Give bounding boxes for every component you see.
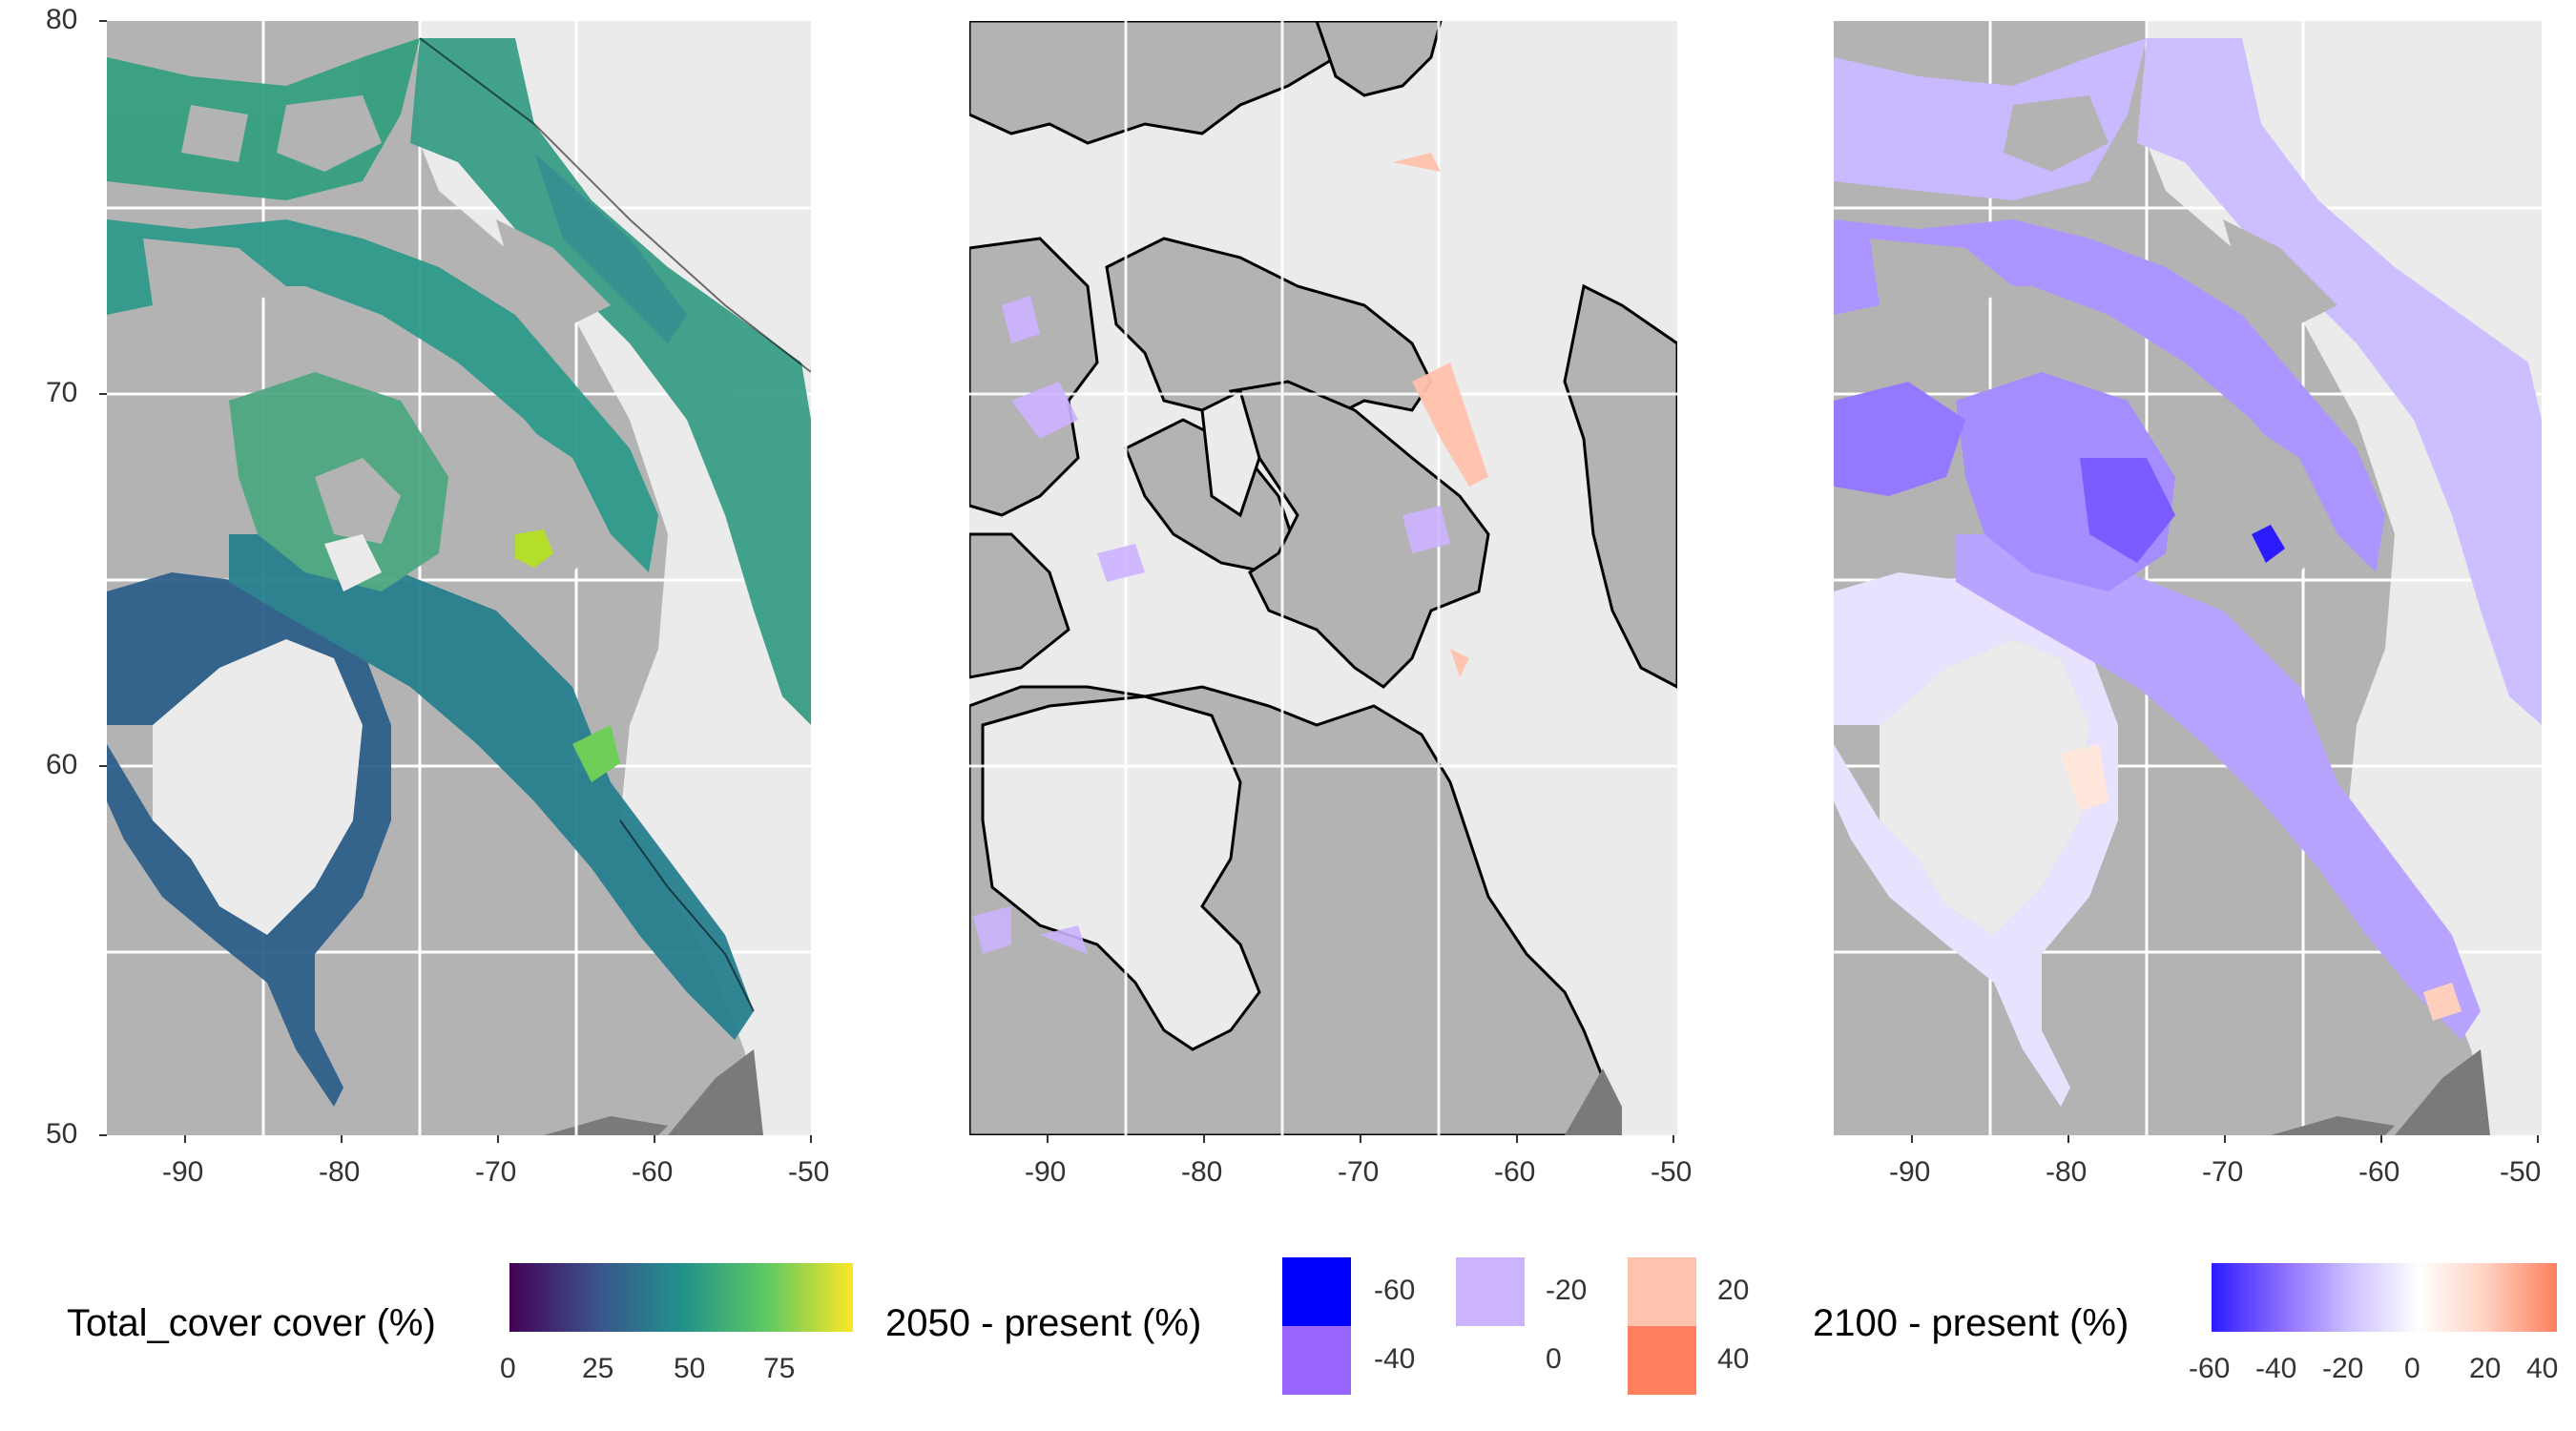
y-tick-label: 50 — [46, 1118, 78, 1150]
coverage-hudson-strait — [229, 534, 754, 1040]
legend-swatch-pos40 — [1628, 1326, 1696, 1395]
coverage-foxe-basin — [229, 372, 448, 591]
legend-item-label: -40 — [1374, 1343, 1416, 1375]
legend-swatch-neg60 — [1282, 1257, 1351, 1326]
x-tick-label: -50 — [1651, 1156, 1693, 1188]
legend-tick-label: 75 — [763, 1353, 796, 1384]
legend-tick-label: 0 — [2404, 1353, 2420, 1384]
coverage-lancaster — [107, 38, 420, 200]
legend-title-2050: 2050 - present (%) — [885, 1302, 1202, 1344]
legend-item-label: -20 — [1546, 1275, 1588, 1306]
x-tick-label: -90 — [1889, 1156, 1931, 1188]
coverage-hudson-rim — [107, 572, 391, 1107]
legend-tick-label: 50 — [674, 1353, 706, 1384]
y-tick-label: 60 — [46, 749, 78, 780]
coverage-baffin-inner — [534, 153, 687, 343]
legend-colorbar-2100 — [2212, 1263, 2557, 1332]
legend-item-label: -60 — [1374, 1275, 1416, 1306]
y-tick-label: 70 — [46, 377, 78, 408]
legend-tick-label: -20 — [2322, 1353, 2364, 1384]
x-tick-label: -80 — [1181, 1156, 1223, 1188]
x-tick-label: -60 — [2358, 1156, 2400, 1188]
legend-item-label: 40 — [1717, 1343, 1750, 1375]
x-tick-label: -90 — [1025, 1156, 1067, 1188]
map-present-plot-area — [107, 21, 811, 1135]
x-tick-label: -90 — [162, 1156, 204, 1188]
legend-swatch-neg20 — [1456, 1257, 1525, 1326]
x-tick-label: -70 — [1338, 1156, 1380, 1188]
x-tick-label: -60 — [1494, 1156, 1536, 1188]
x-tick-label: -50 — [2500, 1156, 2542, 1188]
legend-item-label: 0 — [1546, 1343, 1562, 1375]
legend-tick-label: -40 — [2255, 1353, 2297, 1384]
legend-colorbar-present — [509, 1263, 853, 1332]
x-tick-label: -80 — [319, 1156, 361, 1188]
legend-tick-label: -60 — [2189, 1353, 2231, 1384]
legend-tick-label: 20 — [2469, 1353, 2502, 1384]
x-tick-label: -50 — [788, 1156, 830, 1188]
ocean-area — [420, 21, 811, 1135]
coverage-channels — [107, 219, 658, 572]
legend-tick-label: 40 — [2526, 1353, 2559, 1384]
x-tick-label: -80 — [2046, 1156, 2088, 1188]
y-tick-label: 80 — [46, 4, 78, 35]
x-tick-label: -60 — [632, 1156, 674, 1188]
legend-tick-label: 25 — [582, 1353, 614, 1384]
legend-item-label: 20 — [1717, 1275, 1750, 1306]
legend-swatch-zero — [1456, 1326, 1525, 1395]
legend-swatch-neg40 — [1282, 1326, 1351, 1395]
legend-swatch-pos20 — [1628, 1257, 1696, 1326]
x-tick-label: -70 — [475, 1156, 517, 1188]
legend-tick-label: 0 — [500, 1353, 516, 1384]
legend-title-2100: 2100 - present (%) — [1813, 1302, 2129, 1344]
coverage-baffin-west — [410, 38, 811, 725]
legend-title-present: Total_cover cover (%) — [67, 1302, 436, 1344]
x-tick-label: -70 — [2202, 1156, 2244, 1188]
